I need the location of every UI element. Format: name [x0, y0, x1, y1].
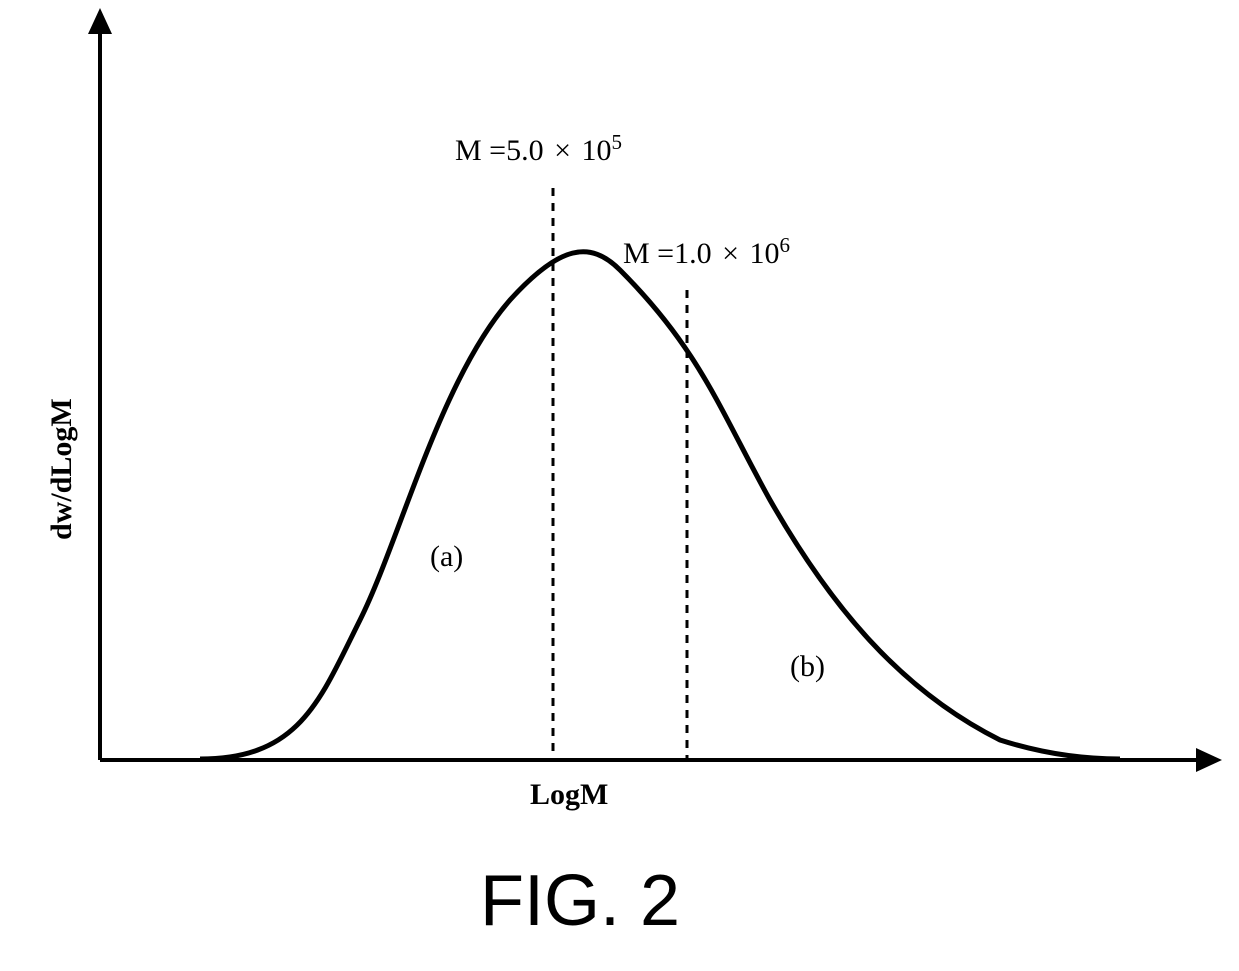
distribution-curve: [200, 252, 1120, 759]
x-axis-arrow: [1196, 748, 1222, 772]
figure-caption: FIG. 2: [480, 860, 680, 942]
peak-annotation-mantissa: 10: [582, 134, 612, 167]
region-b: (b): [790, 650, 825, 684]
peak-annotation-exp: 5: [612, 130, 623, 154]
peak-annotation-base: M =5.0: [455, 134, 544, 167]
peak-annotation: M =5.0 × 105: [455, 130, 622, 168]
shoulder-annotation-mult: ×: [719, 237, 742, 270]
x-axis-label: LogM: [530, 778, 608, 812]
shoulder-annotation-mantissa: 10: [750, 237, 780, 270]
figure-stage: dw/dLogM LogM M =5.0 × 105 M =1.0 × 106 …: [0, 0, 1239, 971]
y-axis-arrow: [88, 8, 112, 34]
peak-annotation-mult: ×: [551, 134, 574, 167]
y-axis-label: dw/dLogM: [45, 398, 79, 540]
shoulder-annotation: M =1.0 × 106: [623, 233, 790, 271]
region-a: (a): [430, 540, 463, 574]
shoulder-annotation-base: M =1.0: [623, 237, 712, 270]
shoulder-annotation-exp: 6: [780, 233, 791, 257]
